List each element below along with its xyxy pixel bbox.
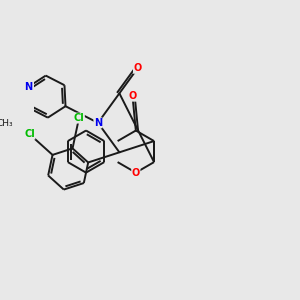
- Text: O: O: [128, 91, 137, 101]
- Text: Cl: Cl: [74, 113, 84, 123]
- Text: CH₃: CH₃: [0, 119, 13, 128]
- Text: N: N: [24, 82, 32, 92]
- Text: O: O: [134, 63, 142, 73]
- Text: Cl: Cl: [24, 129, 35, 139]
- Text: N: N: [94, 118, 102, 128]
- Text: O: O: [132, 168, 140, 178]
